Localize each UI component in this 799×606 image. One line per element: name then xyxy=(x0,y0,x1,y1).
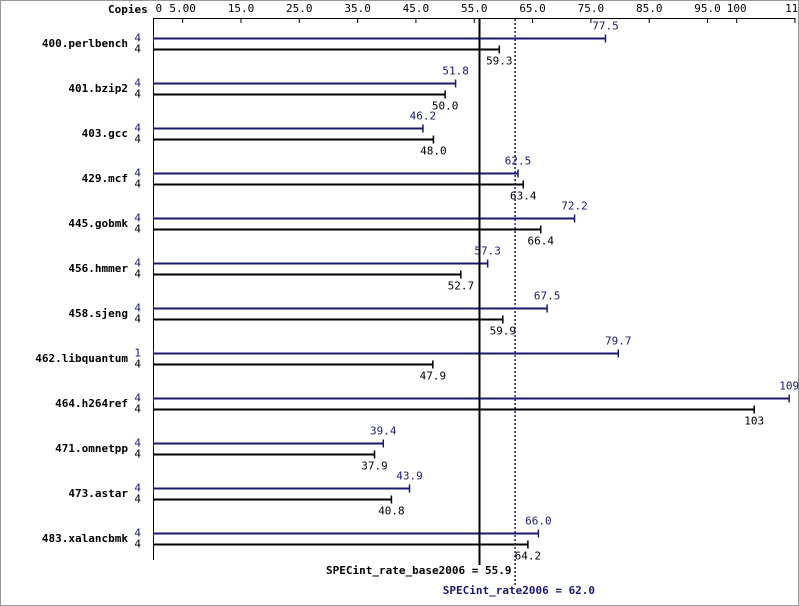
value-label: 43.9 xyxy=(396,470,423,483)
copies-label: 4 xyxy=(134,392,141,405)
category-label: 458.sjeng xyxy=(68,307,128,320)
copies-label: 4 xyxy=(134,178,141,191)
copies-label: 4 xyxy=(134,77,141,90)
value-label: 72.2 xyxy=(561,200,588,213)
copies-label: 4 xyxy=(134,133,141,146)
copies-label: 1 xyxy=(134,347,141,360)
value-label: 47.9 xyxy=(420,370,447,383)
value-label: 50.0 xyxy=(432,100,459,113)
value-label: 48.0 xyxy=(420,145,447,158)
copies-label: 4 xyxy=(134,313,141,326)
reference-label: SPECint_rate_base2006 = 55.9 xyxy=(326,564,511,577)
copies-label: 4 xyxy=(134,448,141,461)
x-tick-label: 55.0 xyxy=(461,2,488,15)
value-label: 62.5 xyxy=(505,155,532,168)
category-label: 445.gobmk xyxy=(68,217,128,230)
value-label: 59.3 xyxy=(486,55,513,68)
category-label: 403.gcc xyxy=(82,127,128,140)
category-label: 464.h264ref xyxy=(55,397,128,410)
value-label: 103 xyxy=(744,415,764,428)
x-tick-label: 35.0 xyxy=(344,2,371,15)
value-label: 67.5 xyxy=(534,290,561,303)
value-label: 52.7 xyxy=(448,280,475,293)
category-label: 473.astar xyxy=(68,487,128,500)
copies-label: 4 xyxy=(134,257,141,270)
copies-label: 4 xyxy=(134,32,141,45)
category-label: 471.omnetpp xyxy=(55,442,128,455)
copies-label: 4 xyxy=(134,302,141,315)
copies-label: 4 xyxy=(134,358,141,371)
x-tick-label: 75.0 xyxy=(578,2,605,15)
x-tick-label: 95.0 xyxy=(694,2,721,15)
copies-label: 4 xyxy=(134,403,141,416)
copies-label: 4 xyxy=(134,223,141,236)
x-tick-label: 85.0 xyxy=(636,2,663,15)
copies-label: 4 xyxy=(134,482,141,495)
copies-label: 4 xyxy=(134,538,141,551)
value-label: 51.8 xyxy=(442,65,469,78)
axis-header: Copies xyxy=(108,3,148,16)
x-tick-label: 15.0 xyxy=(228,2,255,15)
reference-label: SPECint_rate2006 = 62.0 xyxy=(443,584,595,597)
value-label: 57.3 xyxy=(474,245,501,258)
x-tick-label: 45.0 xyxy=(403,2,430,15)
copies-label: 4 xyxy=(134,43,141,56)
copies-label: 4 xyxy=(134,437,141,450)
value-label: 66.4 xyxy=(527,235,554,248)
x-tick-label: 110 xyxy=(785,2,799,15)
x-tick-label: 25.0 xyxy=(286,2,313,15)
copies-label: 4 xyxy=(134,527,141,540)
copies-label: 4 xyxy=(134,212,141,225)
x-tick-label: 0 xyxy=(156,2,163,15)
value-label: 39.4 xyxy=(370,425,397,438)
category-label: 400.perlbench xyxy=(42,37,128,50)
copies-label: 4 xyxy=(134,122,141,135)
category-label: 483.xalancbmk xyxy=(42,532,128,545)
category-label: 462.libquantum xyxy=(35,352,128,365)
category-label: 429.mcf xyxy=(82,172,128,185)
value-label: 40.8 xyxy=(378,505,405,518)
value-label: 77.5 xyxy=(592,20,619,33)
value-label: 109 xyxy=(779,380,799,393)
value-label: 66.0 xyxy=(525,515,552,528)
copies-label: 4 xyxy=(134,167,141,180)
x-tick-label: 65.0 xyxy=(519,2,546,15)
category-label: 456.hmmer xyxy=(68,262,128,275)
x-tick-label: 100 xyxy=(727,2,747,15)
value-label: 79.7 xyxy=(605,335,632,348)
value-label: 64.2 xyxy=(515,550,542,563)
value-label: 46.2 xyxy=(410,110,437,123)
x-tick-label: 5.00 xyxy=(169,2,196,15)
copies-label: 4 xyxy=(134,268,141,281)
value-label: 59.9 xyxy=(490,325,517,338)
copies-label: 4 xyxy=(134,493,141,506)
value-label: 63.4 xyxy=(510,190,537,203)
value-label: 37.9 xyxy=(361,460,388,473)
copies-label: 4 xyxy=(134,88,141,101)
category-label: 401.bzip2 xyxy=(68,82,128,95)
